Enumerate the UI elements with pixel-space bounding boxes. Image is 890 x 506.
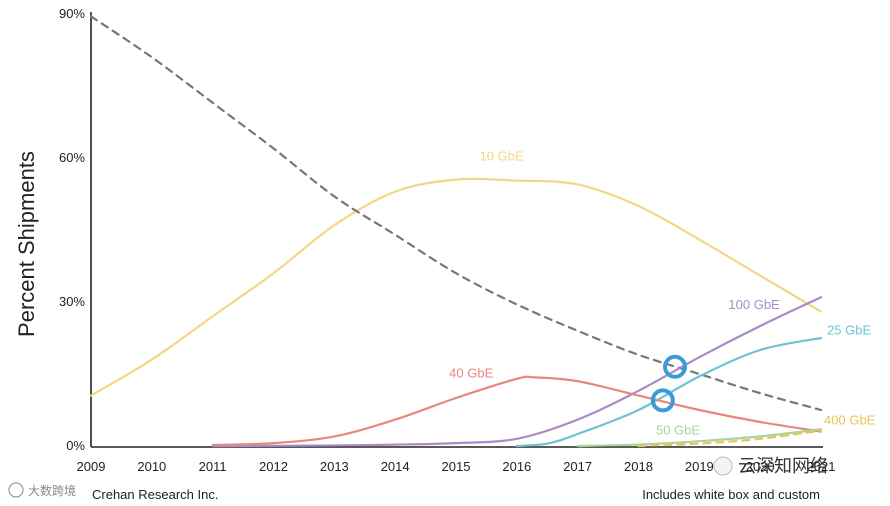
axes bbox=[90, 12, 823, 448]
wechat-icon bbox=[713, 456, 733, 476]
tick-labels: 2009 2010 2011 2012 2013 2014 2015 2016 2017 2018… bbox=[59, 6, 835, 474]
x-tick-label: 2014 bbox=[381, 459, 410, 474]
series-group bbox=[89, 15, 823, 448]
x-tick-label: 2017 bbox=[563, 459, 592, 474]
source-note: Crehan Research Inc. bbox=[92, 487, 218, 502]
y-tick-label: 30% bbox=[59, 294, 85, 309]
series-label-400-gbe: 400 GbE bbox=[824, 412, 876, 427]
y-axis-label: Percent Shipments bbox=[14, 151, 39, 337]
x-tick-label: 2015 bbox=[442, 459, 471, 474]
series-line-25-gbe bbox=[515, 336, 823, 448]
series-line-400-gbe bbox=[637, 429, 823, 448]
x-tick-label: 2019 bbox=[685, 459, 714, 474]
x-tick-label: 2012 bbox=[259, 459, 288, 474]
y-tick-label: 60% bbox=[59, 150, 85, 165]
highlight-circle bbox=[650, 388, 675, 413]
series-line-10-gbe bbox=[89, 177, 823, 397]
highlight-circle bbox=[663, 354, 687, 379]
x-tick-label: 2021 bbox=[807, 459, 836, 474]
x-tick-label: 2011 bbox=[199, 459, 227, 474]
series-label-40-gbe: 40 GbE bbox=[449, 365, 493, 380]
series-label-10-gbe: 10 GbE bbox=[480, 148, 524, 163]
series-line-dashed bbox=[89, 15, 823, 412]
highlight-circles bbox=[650, 354, 687, 413]
series-line-100-gbe bbox=[211, 296, 823, 448]
series-label-25-gbe: 25 GbE bbox=[827, 323, 871, 338]
series-labels: 10 GbE 100 GbE 25 GbE 40 GbE 50 GbE 400 GbE bbox=[449, 148, 876, 437]
includes-note: Includes white box and custom bbox=[642, 487, 820, 502]
x-tick-label: 2018 bbox=[624, 459, 653, 474]
x-tick-label: 2009 bbox=[77, 459, 106, 474]
x-tick-label: 2013 bbox=[320, 459, 349, 474]
watermark-left: 大数跨境 bbox=[8, 482, 76, 498]
y-tick-label: 0% bbox=[66, 438, 85, 453]
series-line-50-gbe bbox=[576, 428, 823, 448]
x-tick-label: 2016 bbox=[502, 459, 531, 474]
watermark-logo-icon bbox=[8, 482, 24, 498]
x-tick-label: 2020 bbox=[746, 459, 775, 474]
watermark-left-text: 大数跨境 bbox=[28, 483, 76, 498]
y-tick-label: 90% bbox=[59, 6, 85, 21]
watermark-right-text: 云深知网络 bbox=[738, 456, 828, 477]
series-label-50-gbe: 50 GbE bbox=[656, 422, 700, 437]
series-line-40-gbe bbox=[211, 375, 823, 447]
x-tick-label: 2010 bbox=[137, 459, 166, 474]
series-label-100-gbe: 100 GbE bbox=[728, 297, 780, 312]
watermark-right: 云深知网络 bbox=[713, 456, 828, 477]
